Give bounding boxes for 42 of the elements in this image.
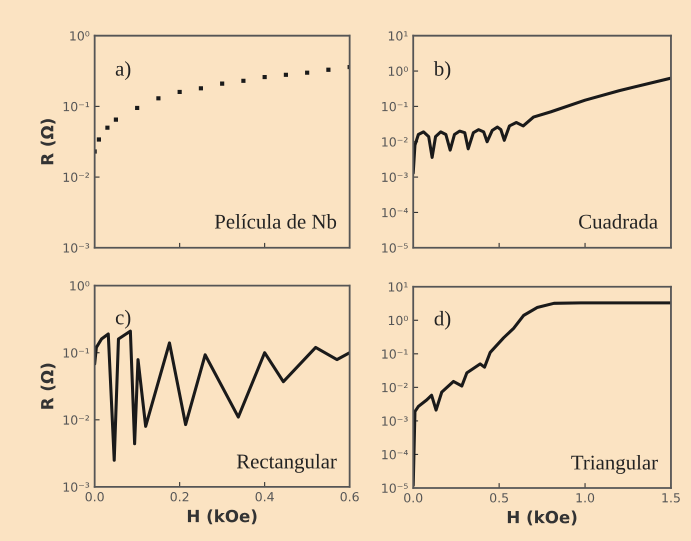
y-tick-label: 10⁻¹ [382,349,408,359]
x-tick-label: 0.5 [490,493,508,503]
y-tick-label: 10⁻² [382,382,408,392]
y-tick-label: 10⁻³ [382,172,408,182]
y-tick-label: 10⁻³ [64,243,90,253]
x-tick-label: 0.2 [170,492,188,502]
y-tick-label: 10⁻¹ [64,348,90,358]
y-tick-label: 10¹ [388,31,408,41]
y-tick-label: 10⁻² [382,137,408,147]
y-tick-label: 10⁰ [70,281,90,291]
x-tick-label: 1.5 [662,493,680,503]
annotation: Película de Nb [214,214,336,229]
annotation: d) [434,310,450,330]
annotation: a) [116,61,130,80]
x-tick-label: 0.4 [256,492,274,502]
annotation: c) [116,310,130,329]
y-tick-label: 10⁻¹ [382,102,408,112]
annotation: Triangular [571,454,658,474]
y-tick-label: 10⁰ [388,316,408,326]
y-tick-label: 10⁰ [388,66,408,76]
x-tick-label: 0.0 [86,492,104,502]
y-tick-label: 10⁻⁵ [382,243,408,253]
x-tick-label: 1.0 [576,493,594,503]
y-axis-title: R (Ω) [40,119,56,164]
annotation: Cuadrada [579,214,658,229]
x-axis-title: H (kOe) [188,509,256,524]
x-tick-label: 0.6 [340,492,359,502]
y-tick-label: 10⁻³ [64,482,90,492]
annotation: b) [434,61,450,80]
y-tick-label: 10⁻⁴ [382,208,408,218]
y-tick-label: 10⁻⁵ [382,483,408,493]
y-axis-title: R (Ω) [40,364,56,409]
x-axis-title: H (kOe) [508,510,576,526]
y-tick-label: 10⁻³ [382,416,408,426]
y-tick-label: 10⁻¹ [64,102,90,112]
y-tick-label: 10¹ [388,282,408,292]
x-tick-label: 0.0 [404,493,422,503]
y-tick-label: 10⁻² [64,172,90,182]
y-tick-label: 10⁻⁴ [382,450,408,460]
y-tick-label: 10⁻² [64,415,90,425]
y-tick-label: 10⁰ [70,31,90,41]
annotation: Rectangular [236,454,337,473]
